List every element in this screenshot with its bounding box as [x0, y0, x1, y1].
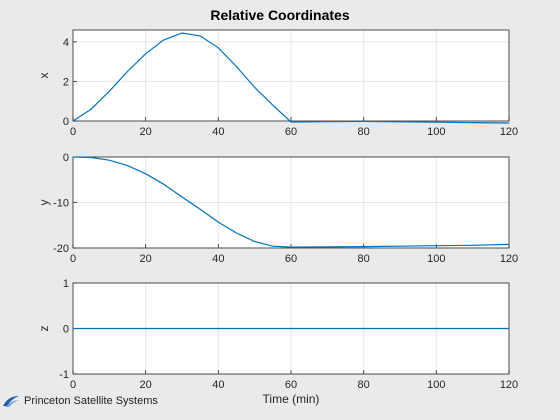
x-tick-label: 100 [427, 379, 445, 391]
x-tick-label: 80 [358, 126, 370, 138]
logo-text: Princeton Satellite Systems [24, 395, 158, 407]
x-tick-label: 60 [285, 379, 297, 391]
y-tick-label: 4 [63, 37, 69, 49]
x-tick-label: 0 [70, 253, 76, 265]
figure-title: Relative Coordinates [210, 7, 349, 23]
x-tick-label: 20 [140, 126, 152, 138]
y-tick-label: 0 [63, 324, 69, 336]
y-tick-label: -20 [53, 243, 69, 255]
x-tick-label: 20 [140, 379, 152, 391]
axes-frame [72, 29, 510, 122]
subplot-y: 0 20 40 60 80 100 120 0 -10 -20 y [37, 152, 518, 265]
x-tick-label: 120 [500, 253, 518, 265]
x-tick-label: 40 [212, 253, 224, 265]
y-tick-label: 1 [63, 278, 69, 290]
princeton-logo: Princeton Satellite Systems [2, 394, 158, 408]
x-tick-label: 60 [285, 253, 297, 265]
x-tick-label: 120 [500, 126, 518, 138]
x-tick-label: 60 [285, 126, 297, 138]
x-tick-label: 40 [212, 126, 224, 138]
y-axis-label: y [37, 200, 51, 206]
series-line [72, 32, 510, 124]
x-tick-label: 40 [212, 379, 224, 391]
subplot-x: 0 20 40 60 80 100 120 0 2 4 x [37, 29, 518, 138]
y-tick-label: 2 [63, 76, 69, 88]
x-tick-label: 0 [70, 379, 76, 391]
x-tick-label: 120 [500, 379, 518, 391]
y-axis-label: x [37, 73, 51, 79]
y-tick-label: 0 [63, 116, 69, 128]
axes-frame [72, 156, 510, 249]
y-tick-label: -1 [59, 369, 69, 381]
x-axis-label: Time (min) [263, 392, 320, 406]
x-tick-label: 0 [70, 126, 76, 138]
satellite-swoosh-icon [3, 396, 19, 407]
x-tick-label: 100 [427, 126, 445, 138]
y-axis-label: z [37, 326, 51, 332]
y-tick-label: 0 [63, 152, 69, 164]
x-tick-label: 80 [358, 379, 370, 391]
y-tick-label: -10 [53, 198, 69, 210]
x-tick-label: 100 [427, 253, 445, 265]
x-tick-label: 80 [358, 253, 370, 265]
series-line [72, 156, 510, 248]
x-tick-label: 20 [140, 253, 152, 265]
